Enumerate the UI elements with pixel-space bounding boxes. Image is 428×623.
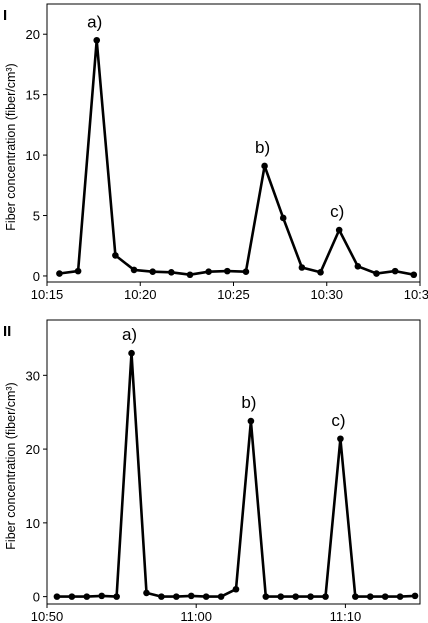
data-point [261, 162, 268, 170]
data-point [373, 270, 380, 277]
series-line [56, 351, 416, 598]
data-point [262, 593, 270, 600]
data-point [202, 593, 210, 600]
plot-frame [46, 319, 421, 605]
x-tick-label: 10:35 [404, 287, 428, 302]
data-point [307, 593, 314, 600]
panel-label: II [3, 323, 11, 340]
series-line [59, 38, 415, 277]
data-point [352, 593, 359, 600]
data-point [158, 593, 165, 600]
data-point [322, 593, 329, 600]
peak-annotation: c) [330, 202, 344, 221]
x-tick-label: 11:00 [180, 609, 212, 623]
y-tick-label: 0 [33, 269, 40, 284]
data-point [223, 267, 231, 275]
data-point [74, 267, 82, 275]
x-tick-label: 10:15 [31, 287, 64, 302]
data-point [112, 252, 119, 259]
data-point [168, 269, 175, 276]
y-tick-label: 10 [26, 516, 40, 531]
panel-label: I [3, 7, 7, 24]
data-point [232, 585, 240, 593]
peak-annotation: b) [255, 138, 270, 157]
data-point [130, 266, 138, 274]
y-axis-label: Fiber concentration (fiber/cm³) [4, 382, 18, 549]
data-point [242, 268, 250, 276]
data-point [298, 264, 306, 271]
data-point [56, 270, 63, 277]
data-point [277, 593, 285, 600]
data-point [186, 271, 194, 279]
data-point [187, 592, 195, 600]
data-point [128, 349, 135, 357]
y-tick-label: 5 [33, 209, 40, 224]
data-point [149, 268, 156, 276]
x-tick-label: 10:50 [31, 609, 64, 623]
y-tick-label: 20 [26, 27, 40, 42]
data-point [143, 589, 150, 597]
peak-annotation: b) [241, 393, 256, 412]
peak-annotation: c) [331, 411, 345, 430]
plot-frame [46, 3, 421, 283]
data-point [337, 435, 344, 443]
y-axis-label: Fiber concentration (fiber/cm³) [4, 63, 18, 230]
data-point [396, 593, 404, 600]
y-tick-label: 0 [33, 590, 40, 605]
data-point [381, 593, 389, 600]
data-point [292, 593, 299, 600]
data-point [53, 593, 61, 600]
x-tick-label: 10:30 [310, 287, 343, 302]
data-point [411, 592, 419, 600]
y-tick-label: 20 [26, 442, 40, 457]
chart-panel-2: II 0 10 20 30 10:50 11:00 11:10 Fiber concentrat… [3, 319, 421, 623]
data-point [83, 593, 91, 600]
data-point [68, 593, 76, 600]
data-point [279, 214, 287, 222]
y-tick-label: 15 [26, 88, 40, 103]
data-point [98, 592, 106, 600]
peak-annotation: a) [122, 325, 137, 344]
data-point [173, 593, 180, 600]
x-tick-label: 10:20 [124, 287, 157, 302]
data-point [410, 271, 418, 279]
data-point [217, 593, 225, 600]
y-tick-label: 10 [26, 148, 40, 163]
data-point [113, 593, 120, 600]
data-point [205, 268, 212, 276]
x-tick-label: 10:25 [217, 287, 250, 302]
data-point [93, 36, 101, 44]
data-point [247, 417, 255, 425]
data-point [391, 267, 399, 275]
peak-annotation: a) [87, 12, 102, 31]
chart-panel-1: I 0 5 10 15 20 10:15 10:20 10:25 10:30 10:35 Fiber … [3, 3, 428, 302]
data-point [354, 262, 362, 270]
data-point [335, 226, 343, 234]
data-point [366, 593, 374, 600]
x-tick-label: 11:10 [330, 609, 362, 623]
y-tick-label: 30 [26, 368, 40, 383]
data-point [317, 269, 324, 276]
